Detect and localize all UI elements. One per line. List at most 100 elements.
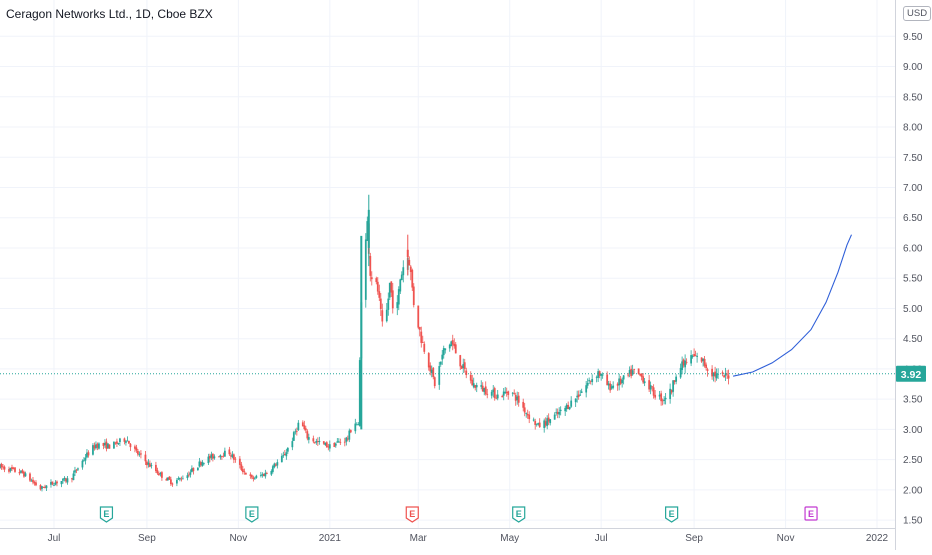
earnings-marker-box — [512, 506, 526, 523]
candle-body — [12, 468, 15, 469]
candle-body — [694, 355, 697, 357]
candle-body — [315, 440, 318, 443]
candle-body — [144, 454, 147, 462]
candle-body — [345, 437, 348, 442]
candle-body — [649, 385, 652, 390]
candle-body — [280, 455, 283, 463]
candle-body — [114, 442, 117, 444]
candle-body — [234, 458, 237, 460]
earnings-marker[interactable]: E — [665, 506, 679, 523]
candle-body — [334, 443, 337, 446]
candle-body — [693, 354, 696, 357]
earnings-marker[interactable]: E — [512, 506, 526, 523]
candle-body — [598, 371, 601, 376]
candle-body — [333, 442, 336, 447]
candle-body — [432, 367, 435, 378]
candle-body — [337, 441, 340, 443]
candle-body — [369, 255, 372, 276]
candle-body — [324, 442, 327, 446]
candle-body — [621, 379, 624, 383]
candle-body — [558, 411, 561, 415]
candle-body — [286, 447, 289, 452]
candle-body — [654, 394, 657, 398]
candle-body — [387, 298, 390, 310]
earnings-marker-label: E — [669, 509, 675, 519]
candle-body — [570, 400, 573, 407]
candle-body — [219, 455, 222, 458]
candle-body — [137, 450, 139, 455]
candle-body — [580, 391, 583, 393]
y-tick-label: 1.50 — [903, 516, 923, 527]
candle-body — [537, 423, 540, 425]
earnings-marker-label: E — [249, 509, 255, 519]
candle-body — [418, 327, 421, 330]
candle-body — [726, 373, 728, 375]
candle-body — [633, 369, 636, 370]
candle-body — [534, 420, 537, 425]
candle-body — [265, 473, 268, 474]
candle-body — [71, 478, 73, 480]
candle-body — [438, 366, 441, 385]
x-tick-label: 2021 — [319, 533, 342, 544]
x-tick-label: Nov — [777, 533, 795, 544]
candle-body — [116, 441, 118, 444]
candle-body — [316, 441, 319, 442]
candle-body — [396, 302, 399, 309]
currency-badge[interactable]: USD — [903, 6, 932, 21]
candle-body — [376, 281, 379, 292]
y-tick-label: 8.00 — [903, 123, 923, 134]
candle-body — [700, 357, 703, 362]
candle-body — [271, 466, 274, 472]
candle-body — [178, 478, 181, 480]
candle-body — [429, 365, 432, 372]
candle-body — [496, 394, 499, 399]
candle-body — [243, 471, 246, 473]
candle-body — [609, 383, 612, 391]
candle-body — [149, 463, 151, 467]
candle-body — [339, 441, 342, 443]
candle-body — [140, 453, 142, 455]
candle-body — [706, 369, 709, 371]
candle-body — [291, 441, 294, 448]
candle-body — [507, 391, 510, 395]
candle-body — [20, 470, 22, 473]
candle-body — [505, 391, 508, 394]
earnings-marker[interactable]: E — [804, 506, 818, 521]
candle-body — [322, 441, 325, 444]
candle-body — [42, 487, 45, 488]
candle-body — [259, 475, 262, 476]
candle-body — [325, 442, 328, 448]
candle-body — [549, 419, 552, 424]
candle-body — [222, 455, 225, 457]
candle-body — [532, 419, 535, 421]
projection-curve — [732, 234, 853, 377]
candle-body — [439, 361, 442, 365]
candle-body — [559, 409, 562, 412]
candle-body — [30, 480, 33, 482]
earnings-marker[interactable]: E — [99, 506, 114, 523]
candle-body — [663, 399, 666, 401]
candle-body — [486, 393, 489, 395]
candle-body — [355, 424, 358, 426]
candle-body — [253, 478, 256, 480]
candle-body — [535, 423, 538, 425]
candle-body — [33, 482, 36, 484]
candle-body — [125, 441, 127, 443]
earnings-marker[interactable]: E — [245, 506, 259, 523]
candle-body — [423, 343, 426, 352]
candle-body — [670, 390, 673, 393]
candle-body — [187, 474, 190, 476]
candle-body — [313, 441, 316, 443]
earnings-marker-label: E — [409, 509, 415, 519]
candle-body — [501, 395, 504, 398]
y-tick-label: 2.50 — [903, 455, 923, 466]
earnings-marker-box — [405, 506, 419, 523]
candle-body — [475, 385, 478, 388]
candle-body — [207, 456, 210, 464]
candle-body — [63, 477, 66, 480]
spike-candle-body — [406, 249, 409, 258]
candle-body — [357, 424, 360, 425]
candle-body — [664, 397, 667, 400]
earnings-marker-box — [665, 506, 679, 523]
earnings-marker[interactable]: E — [405, 506, 419, 523]
